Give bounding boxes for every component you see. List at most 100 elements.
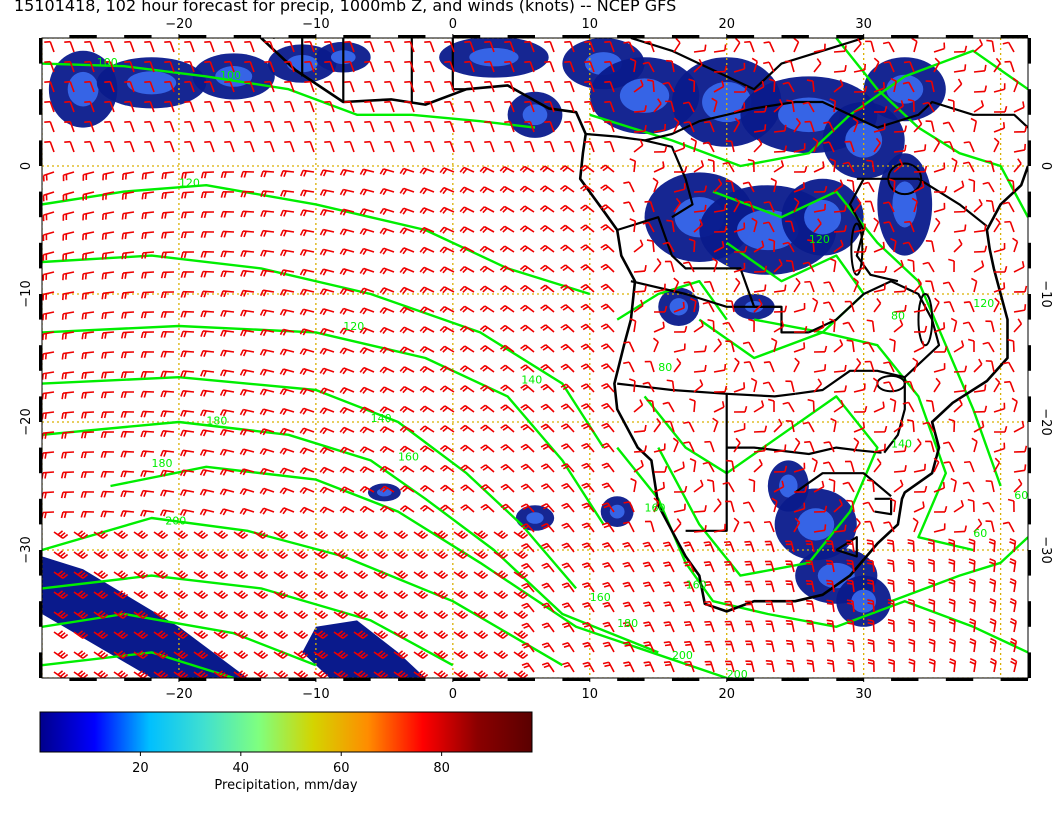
barb-shaft [403,366,415,373]
barb-shaft [565,284,575,293]
barb-shaft [787,242,795,253]
wind-barb [364,60,375,73]
barb-flag [202,613,209,619]
wind-barb [601,462,615,473]
wind-barb [339,268,355,276]
barb-flag [184,60,191,63]
barb-flag [357,530,364,536]
wind-barb [133,570,149,579]
barb-flag [377,530,384,536]
barb-shaft [303,189,315,193]
wind-barb [564,100,575,113]
wind-barb [693,364,707,373]
barb-flag [79,532,86,538]
barb-shaft [605,283,615,293]
barb-flag [104,332,107,339]
wind-barb [742,181,755,193]
barb-flag [61,373,64,380]
barb-shaft [544,264,555,273]
barb-flag [442,287,448,294]
barb-flag [202,553,209,559]
wind-barb [319,427,335,435]
wind-barb [473,670,489,678]
barb-flag [462,227,468,234]
barb-shaft [733,68,745,73]
wind-barb [379,366,395,374]
barb-flag [707,158,714,162]
barb-shaft [628,521,635,533]
barb-flag [179,672,186,678]
wind-barb [319,446,335,455]
barb-flag [826,622,834,625]
barb-shaft [122,231,135,235]
barb-shaft [484,364,495,373]
barb-flag [542,445,549,450]
barb-flag [84,412,87,419]
barb-shaft [713,406,725,413]
barb-flag [544,100,551,103]
barb-flag [581,542,588,546]
barb-shaft [223,389,235,393]
barb-flag [124,193,127,200]
barb-flag [104,352,107,359]
wind-barb [273,630,289,639]
barb-flag [684,544,691,547]
wind-barb [80,491,95,498]
wind-barb [344,100,355,113]
wind-barb [521,622,535,633]
barb-shaft [309,61,315,73]
barb-flag [497,670,504,676]
barb-flag [223,271,227,278]
barb-flag [504,100,511,103]
barb-shaft [693,460,697,473]
wind-barb [513,630,529,639]
barb-flag [562,345,569,351]
wind-barb [364,120,375,133]
barb-flag [359,592,366,598]
barb-shaft [606,502,615,513]
wind-barb [464,100,475,113]
precip-core [817,562,855,589]
barb-shaft [652,80,655,93]
barb-flag [97,670,104,676]
wind-barb [224,140,235,153]
barb-flag [283,230,287,237]
barb-flag [439,532,446,538]
barb-flag [279,309,284,316]
wind-barb [433,610,449,619]
barb-flag [199,489,204,496]
barb-flag [688,78,695,82]
barb-shaft [524,344,535,353]
barb-shaft [189,41,195,53]
barb-flag [337,570,344,576]
wind-barb [160,410,175,418]
wind-barb [93,550,109,559]
barb-shaft [669,641,675,653]
barb-flag [522,525,530,530]
barb-shaft [708,541,715,553]
barb-flag [240,171,244,178]
barb-flag [584,60,591,63]
barb-shaft [565,343,575,353]
barb-flag [82,573,89,579]
barb-flag [339,308,345,314]
barb-flag [644,663,651,667]
barb-flag [603,365,610,370]
barb-shaft [484,424,495,433]
barb-shaft [182,409,195,413]
wind-barb [399,227,415,235]
barb-shaft [269,61,275,73]
barb-shaft [189,61,195,73]
wind-barb [561,522,575,533]
barb-flag [163,391,167,398]
barb-flag [684,325,688,333]
barb-flag [542,246,549,252]
barb-flag [743,200,751,204]
wind-barb [299,447,315,455]
barb-flag [160,371,164,378]
wind-barb [104,100,115,113]
barb-flag [57,670,64,676]
wind-barb [724,560,735,573]
barb-shaft [566,542,575,553]
barb-shaft [673,307,685,313]
